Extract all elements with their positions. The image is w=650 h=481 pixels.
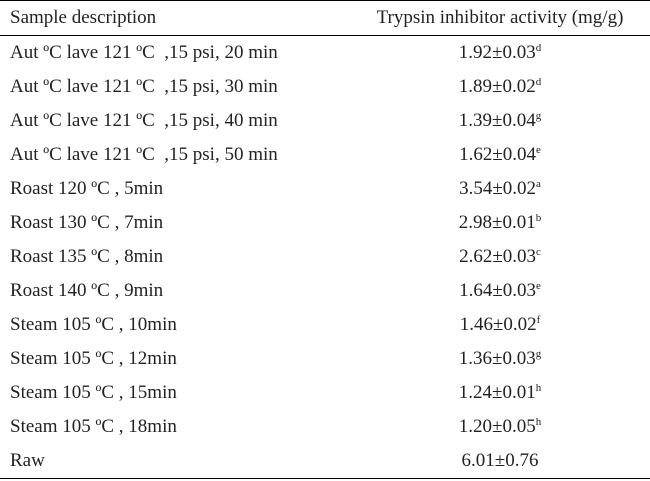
sample-cell: Roast 120 ºC , 5min <box>10 178 164 199</box>
activity-value: 6.01±0.76 <box>461 450 539 471</box>
activity-cell: 1.24±0.01h <box>330 376 650 410</box>
significance-letter: f <box>536 314 541 326</box>
significance-letter: c <box>536 246 541 258</box>
activity-value: 1.89±0.02 <box>458 76 536 97</box>
activity-cell: 1.92±0.03d <box>330 36 650 71</box>
activity-value: 1.64±0.03 <box>459 280 537 301</box>
sample-cell: Roast 130 ºC , 7min <box>10 212 164 233</box>
sample-cell: Roast 140 ºC , 9min <box>10 280 164 301</box>
table-row: Roast 140 ºC , 9min 1.64±0.03e <box>0 274 650 308</box>
significance-letter: h <box>535 416 542 428</box>
table-row: Steam 105 ºC , 15min 1.24±0.01h <box>0 376 650 410</box>
activity-cell: 1.64±0.03e <box>330 274 650 308</box>
significance-letter: h <box>535 382 542 394</box>
significance-letter: d <box>535 42 542 54</box>
activity-cell: 6.01±0.76 <box>330 444 650 479</box>
activity-cell: 1.46±0.02f <box>330 308 650 342</box>
table-body: Aut ºC lave 121 ºC ,15 psi, 20 min 1.92±0… <box>0 36 650 479</box>
sample-cell: Aut ºC lave 121 ºC ,15 psi, 20 min <box>10 42 278 63</box>
significance-letter: g <box>535 110 542 122</box>
activity-cell: 1.20±0.05h <box>330 410 650 444</box>
sample-cell: Aut ºC lave 121 ºC ,15 psi, 40 min <box>10 110 278 131</box>
activity-cell: 1.62±0.04e <box>330 138 650 172</box>
table-row: Aut ºC lave 121 ºC ,15 psi, 40 min 1.39±0… <box>0 104 650 138</box>
header-cell: Sample description <box>0 0 330 36</box>
significance-letter: g <box>535 348 542 360</box>
activity-value: 1.92±0.03 <box>458 42 536 63</box>
table-row: Aut ºC lave 121 ºC ,15 psi, 20 min 1.92±0… <box>0 36 650 71</box>
sample-cell: Roast 135 ºC , 8min <box>10 246 164 267</box>
sample-cell: Steam 105 ºC , 10min <box>10 314 177 335</box>
activity-value: 1.36±0.03 <box>458 348 536 369</box>
table-row: Raw 6.01±0.76 <box>0 444 650 479</box>
activity-value: 2.62±0.03 <box>459 246 537 267</box>
activity-cell: 3.54±0.02a <box>330 172 650 206</box>
significance-letter: a <box>536 178 541 190</box>
significance-letter: e <box>536 280 541 292</box>
sample-cell: Steam 105 ºC , 18min <box>10 416 177 437</box>
table-row: Steam 105 ºC , 18min 1.20±0.05h <box>0 410 650 444</box>
significance-letter: d <box>535 76 542 88</box>
table-row: Roast 130 ºC , 7min 2.98±0.01b <box>0 206 650 240</box>
activity-cell: 2.62±0.03c <box>330 240 650 274</box>
table-row: Roast 120 ºC , 5min 3.54±0.02a <box>0 172 650 206</box>
activity-value: 1.46±0.02 <box>459 314 537 335</box>
activity-value: 2.98±0.01 <box>458 212 536 233</box>
activity-cell: 1.89±0.02d <box>330 70 650 104</box>
sample-cell: Raw <box>0 444 330 479</box>
table-row: Aut ºC lave 121 ºC ,15 psi, 30 min 1.89±0… <box>0 70 650 104</box>
sample-cell: Steam 105 ºC , 12min <box>10 348 177 369</box>
significance-letter: b <box>535 212 542 224</box>
significance-letter: e <box>536 144 541 156</box>
activity-value: 3.54±0.02 <box>459 178 537 199</box>
table-row: Steam 105 ºC , 10min 1.46±0.02f <box>0 308 650 342</box>
table-row: Aut ºC lave 121 ºC ,15 psi, 50 min 1.62±0… <box>0 138 650 172</box>
activity-value: 1.39±0.04 <box>458 110 536 131</box>
header-row: Sample description Trypsin inhibitor act… <box>0 0 650 36</box>
header-cell: Trypsin inhibitor activity (mg/g) <box>330 0 650 36</box>
sample-cell: Aut ºC lave 121 ºC ,15 psi, 50 min <box>10 144 278 165</box>
activity-cell: 2.98±0.01b <box>330 206 650 240</box>
activity-cell: 1.36±0.03g <box>330 342 650 376</box>
table-row: Steam 105 ºC , 12min 1.36±0.03g <box>0 342 650 376</box>
activity-value: 1.24±0.01 <box>458 382 536 403</box>
activity-value: 1.62±0.04 <box>459 144 537 165</box>
sample-cell: Aut ºC lave 121 ºC ,15 psi, 30 min <box>10 76 278 97</box>
sample-cell: Steam 105 ºC , 15min <box>10 382 177 403</box>
activity-value: 1.20±0.05 <box>458 416 536 437</box>
activity-cell: 1.39±0.04g <box>330 104 650 138</box>
table-row: Roast 135 ºC , 8min 2.62±0.03c <box>0 240 650 274</box>
